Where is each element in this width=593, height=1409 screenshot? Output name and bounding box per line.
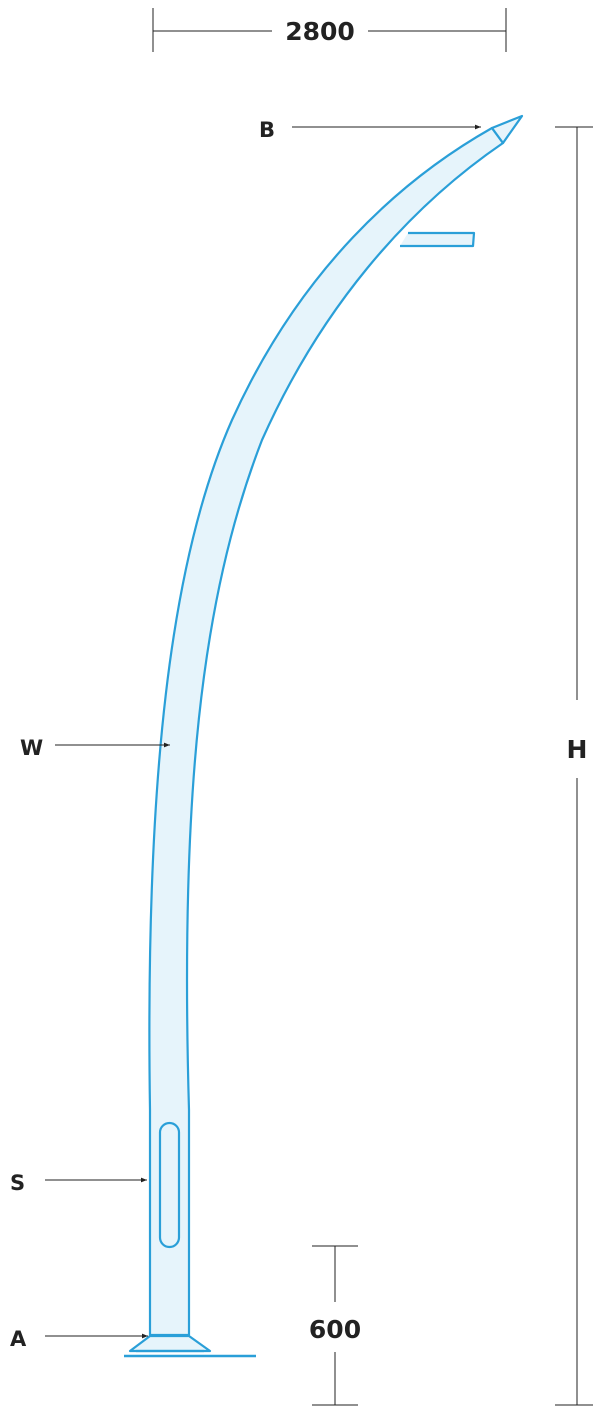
side-arm [400, 231, 476, 248]
width-dimension: 2800 [152, 8, 507, 52]
callout-s-label: S [10, 1171, 25, 1195]
service-door [158, 1121, 181, 1249]
height-dimension-label: H [567, 735, 588, 764]
base-height-label: 600 [309, 1315, 361, 1344]
callout-w-label: W [20, 736, 43, 760]
callout-w: W [20, 736, 170, 760]
callout-b: B [259, 118, 481, 142]
callout-s: S [10, 1171, 147, 1195]
height-dimension: H [555, 126, 593, 1406]
lamp-post [124, 114, 524, 1358]
lamp-head [490, 114, 524, 145]
base-plate [128, 1334, 212, 1353]
callout-a: A [10, 1327, 148, 1351]
base-height-dimension: 600 [309, 1245, 361, 1406]
callout-b-label: B [259, 118, 275, 142]
callout-a-label: A [10, 1327, 27, 1351]
pole-shaft [148, 126, 505, 1337]
width-dimension-label: 2800 [285, 17, 355, 46]
